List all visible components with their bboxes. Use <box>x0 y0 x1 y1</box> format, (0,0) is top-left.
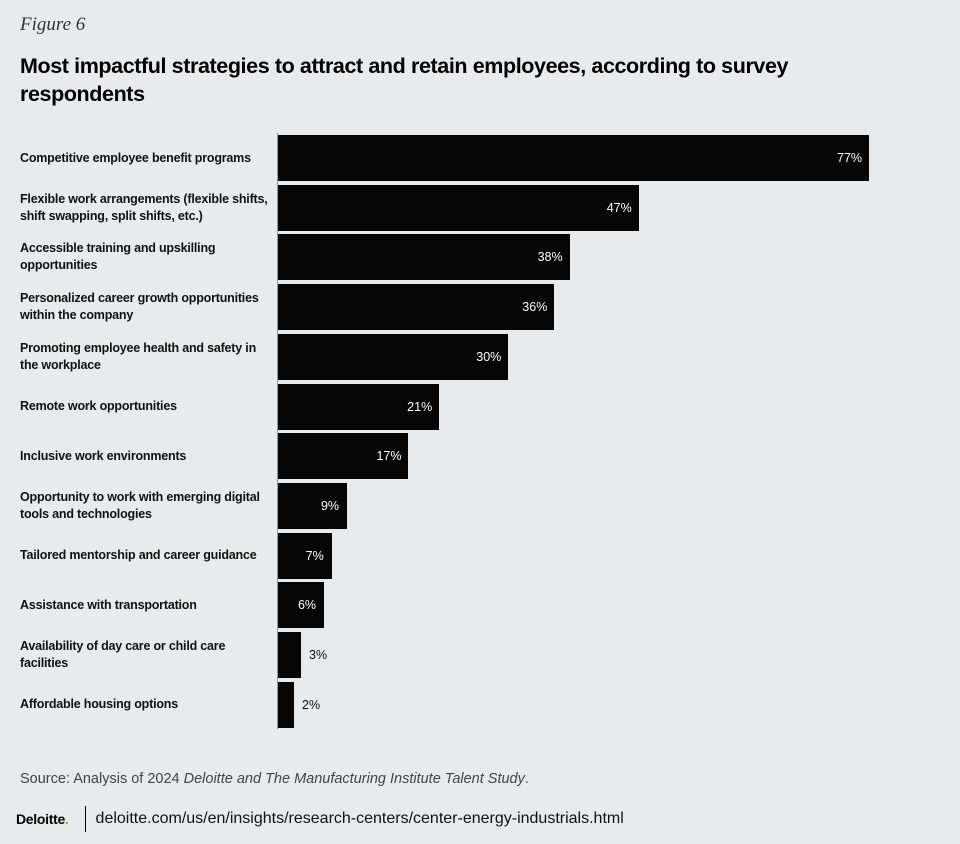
category-label: Inclusive work environments <box>20 448 187 463</box>
bar <box>278 632 302 678</box>
value-label: 17% <box>376 449 402 464</box>
figure-label: Figure 6 <box>20 14 86 35</box>
source-prefix: Source: Analysis of 2024 <box>20 771 184 787</box>
category-label: Availability of day care or child care f… <box>20 639 226 670</box>
category-label: Promoting employee health and safety in … <box>20 340 256 372</box>
bar <box>278 333 509 380</box>
value-label: 6% <box>297 598 317 613</box>
category-label: Tailored mentorship and career guidance <box>20 548 257 563</box>
value-label: 3% <box>309 648 328 662</box>
category-label: Affordable housing options <box>20 697 178 712</box>
value-label: 2% <box>302 697 321 712</box>
category-label: Flexible work arrangements (flexible shi… <box>20 191 268 223</box>
category-label: Personalized career growth opportunities… <box>20 291 259 323</box>
bar <box>278 582 325 629</box>
bar <box>278 482 348 529</box>
bar <box>278 184 639 231</box>
footer-url[interactable]: deloitte.com/us/en/insights/research-cen… <box>95 810 624 827</box>
category-label: Opportunity to work with emerging digita… <box>20 489 260 521</box>
logo-dot: . <box>64 811 69 827</box>
footer-divider <box>84 806 86 832</box>
source-study: Deloitte and The Manufacturing Institute… <box>183 771 525 787</box>
category-label: Remote work opportunities <box>20 399 177 413</box>
source-note: Source: Analysis of 2024 Deloitte and Th… <box>20 771 529 787</box>
chart-title: Most impactful strategies to attract and… <box>20 54 789 106</box>
value-label: 36% <box>522 300 548 315</box>
category-label: Competitive employee benefit programs <box>20 150 251 165</box>
bar <box>278 383 440 430</box>
value-label: 30% <box>476 349 502 364</box>
deloitte-logo: Deloitte. <box>16 811 69 827</box>
value-label: 77% <box>837 151 863 165</box>
bar <box>278 234 570 281</box>
bar <box>278 433 409 480</box>
value-label: 21% <box>407 399 433 414</box>
value-label: 47% <box>606 200 632 215</box>
bar <box>278 532 332 579</box>
bar <box>278 284 555 331</box>
value-label: 7% <box>305 548 324 563</box>
y-axis-line <box>277 133 278 729</box>
footer: Deloitte. deloitte.com/us/en/insights/re… <box>16 806 624 832</box>
category-label: Accessible training and upskilling oppor… <box>20 241 216 273</box>
value-label: 9% <box>320 498 340 513</box>
logo-text: Deloitte <box>16 811 65 827</box>
source-suffix: . <box>524 771 529 787</box>
bar <box>278 135 869 181</box>
value-label: 38% <box>537 250 563 265</box>
bar <box>278 681 294 728</box>
category-label: Assistance with transportation <box>20 597 197 612</box>
